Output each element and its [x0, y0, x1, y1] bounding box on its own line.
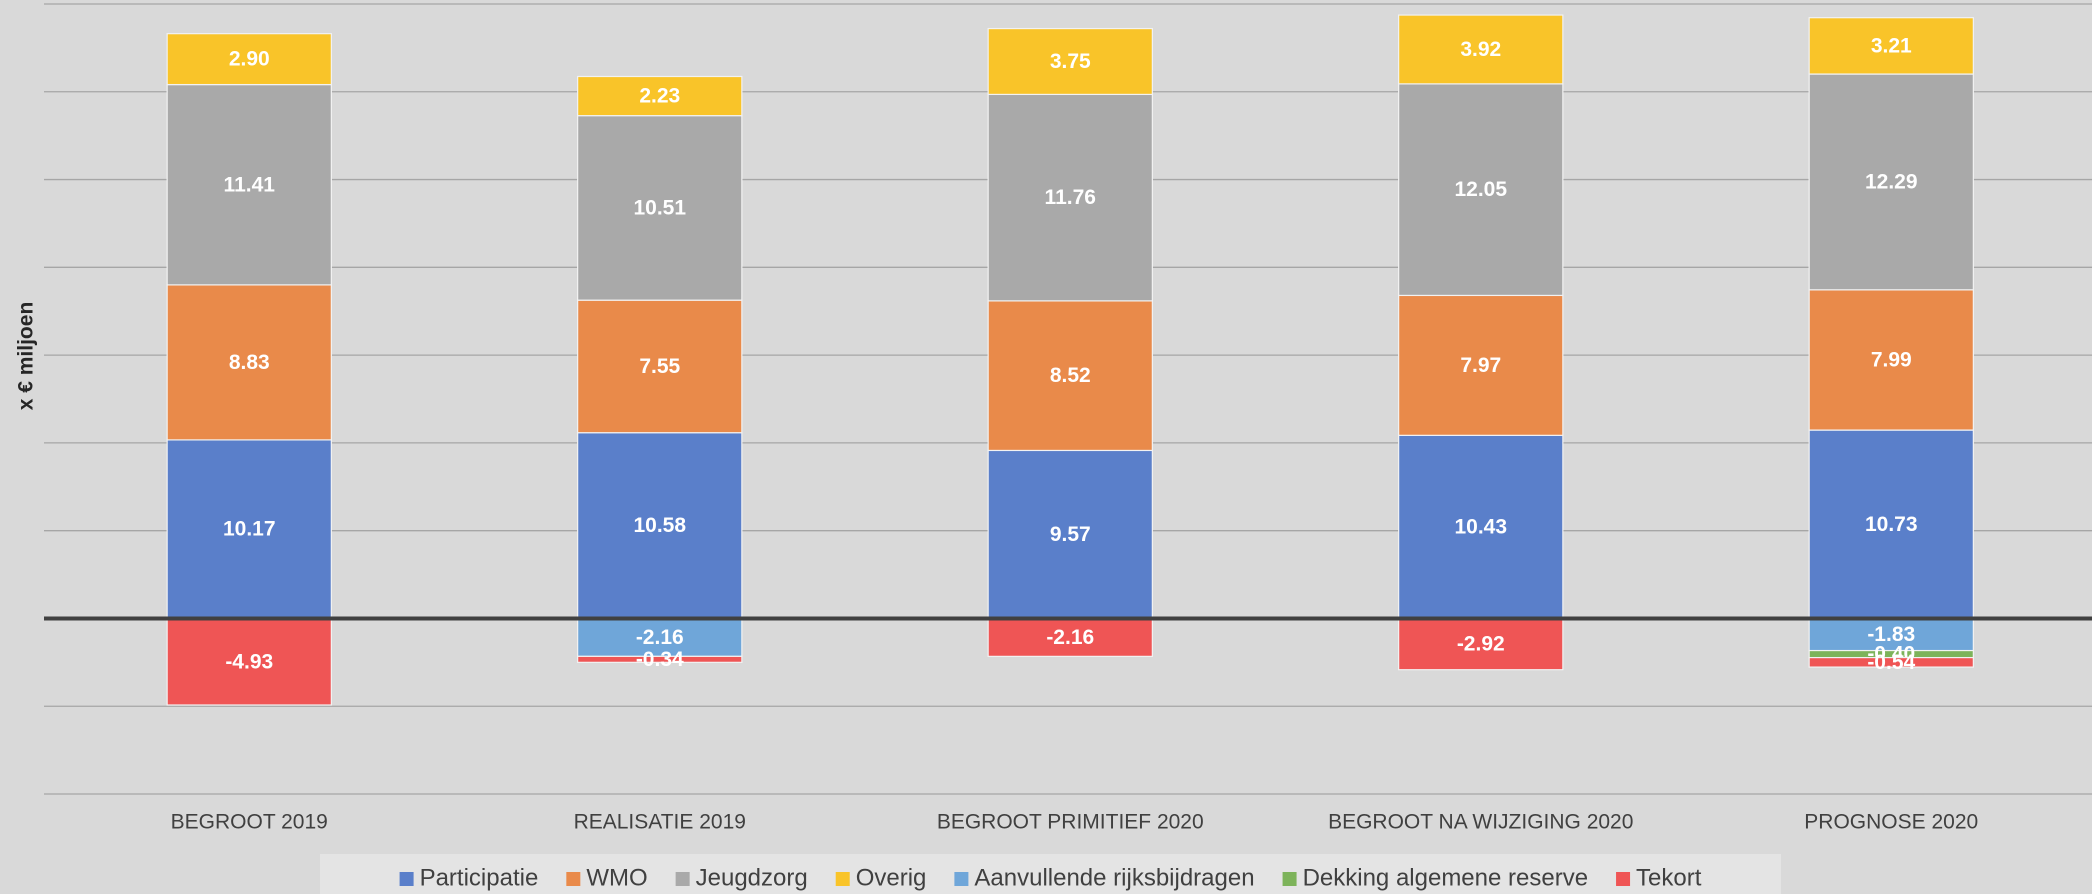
data-label: 11.76 — [1045, 186, 1096, 209]
bar-segment — [1398, 14, 1564, 85]
legend-swatch — [1282, 872, 1297, 886]
bar-segment — [1808, 656, 1974, 668]
data-label: 11.41 — [224, 173, 276, 196]
legend-box — [320, 854, 1781, 894]
legend-swatch — [1616, 872, 1631, 886]
bar-segment — [577, 432, 743, 620]
data-label: 12.29 — [1865, 170, 1918, 193]
bar-segment — [1808, 289, 1974, 431]
data-label: -2.16 — [636, 626, 684, 649]
legend-swatch — [675, 872, 690, 886]
bar-segment — [577, 617, 743, 657]
legend-swatch — [954, 872, 969, 886]
bar-segment — [166, 83, 332, 286]
legend-swatch — [835, 872, 850, 886]
data-label: 2.23 — [639, 85, 680, 108]
data-label: 7.99 — [1871, 348, 1912, 371]
data-label: -0.34 — [636, 648, 684, 671]
x-tick-label: REALISATIE 2019 — [574, 811, 746, 834]
data-label: 3.21 — [1871, 34, 1912, 57]
x-tick-label: PROGNOSE 2020 — [1804, 811, 1978, 834]
data-label: -1.83 — [1867, 623, 1915, 646]
x-tick-label: BEGROOT PRIMITIEF 2020 — [937, 811, 1204, 834]
bar-segment — [1398, 617, 1564, 671]
legend-label: WMO — [586, 864, 647, 891]
data-label: 8.83 — [229, 351, 270, 374]
data-label: 10.73 — [1865, 513, 1918, 536]
data-label: 10.51 — [633, 196, 686, 219]
legend-label: Aanvullende rijksbijdragen — [974, 864, 1254, 891]
legend-label: Dekking algemene reserve — [1303, 864, 1588, 891]
bar-segment — [987, 449, 1153, 620]
bar-segment — [987, 300, 1153, 452]
legend-label: Overig — [856, 864, 927, 891]
data-label: 10.17 — [223, 518, 276, 541]
legend: Participatie WMO Jeugdzorg Overig Aanvullend… — [399, 864, 1702, 891]
bar-segment — [1398, 434, 1564, 620]
x-tick-label: BEGROOT 2019 — [171, 811, 328, 834]
data-label: 7.97 — [1460, 354, 1501, 377]
bar-segment — [987, 93, 1153, 302]
bar-segment — [577, 299, 743, 434]
data-label: 3.75 — [1050, 50, 1091, 73]
legend-label: Jeugdzorg — [696, 864, 808, 891]
bar-segment — [1398, 294, 1564, 436]
bar-segment — [1808, 73, 1974, 291]
bar-segment — [166, 33, 332, 86]
x-tick-label: BEGROOT NA WIJZIGING 2020 — [1328, 811, 1633, 834]
y-axis-label: x € miljoen — [15, 302, 38, 411]
data-label: 12.05 — [1454, 178, 1507, 201]
data-label: -4.93 — [225, 650, 273, 673]
data-label: 2.90 — [229, 48, 270, 71]
bar-segment — [1808, 429, 1974, 620]
bar-segment — [166, 284, 332, 441]
data-label: 10.43 — [1454, 515, 1507, 538]
bar-segment — [987, 27, 1153, 96]
data-label: 8.52 — [1050, 364, 1091, 387]
data-label: -0.54 — [1867, 651, 1915, 674]
bar-segment — [166, 617, 332, 706]
data-label: 10.58 — [633, 514, 686, 537]
bar-segment — [1398, 83, 1564, 297]
data-label: 3.92 — [1460, 38, 1501, 61]
legend-label: Tekort — [1636, 864, 1702, 891]
legend-swatch — [566, 872, 581, 886]
bar-segment — [577, 115, 743, 301]
bar-segment — [987, 617, 1153, 657]
data-label: 7.55 — [639, 355, 680, 378]
bar-segment — [577, 655, 743, 663]
data-label: -2.92 — [1457, 633, 1505, 656]
bar-segment — [1808, 17, 1974, 75]
data-label: 9.57 — [1050, 523, 1091, 546]
bar-segment — [577, 75, 743, 117]
legend-label: Participatie — [420, 864, 539, 891]
legend-swatch — [399, 872, 414, 886]
data-label: -2.16 — [1046, 626, 1094, 649]
